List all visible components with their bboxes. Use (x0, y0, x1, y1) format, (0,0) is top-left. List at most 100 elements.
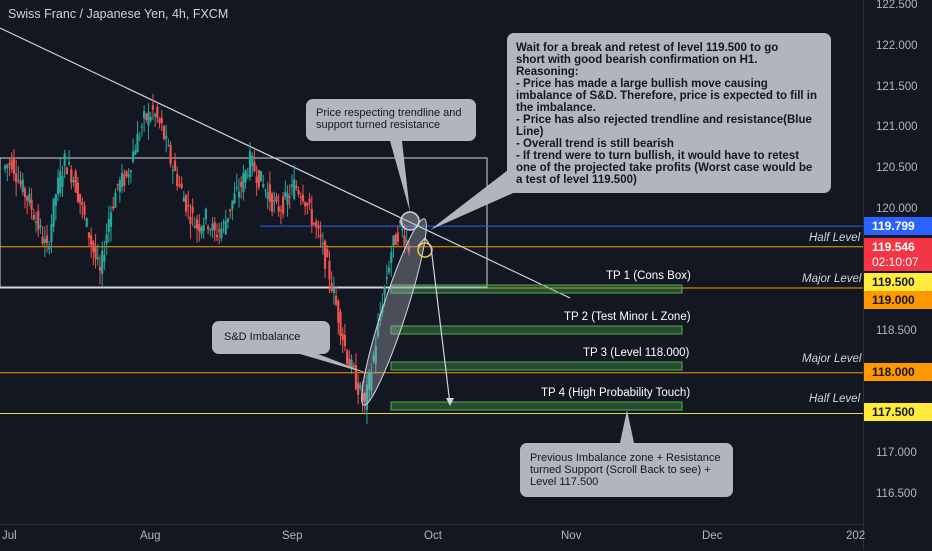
candle-body (308, 198, 311, 203)
candle-body (202, 224, 205, 232)
candle-body (90, 235, 93, 245)
candle-body (147, 111, 150, 126)
candle-body (295, 185, 298, 189)
note-line: Level 117.500 (530, 476, 599, 488)
tp-zone-1 (390, 284, 683, 294)
candle-body (21, 179, 24, 193)
candle-body (253, 162, 256, 172)
candle-body (286, 193, 289, 205)
imbalance-note-pointer (300, 354, 372, 375)
projection-arrowhead (446, 398, 454, 406)
candle-body (116, 184, 119, 186)
candle-body (211, 223, 214, 230)
candle-body (231, 200, 234, 209)
level-label-half-bottom: Half Level (809, 393, 861, 405)
candle-body (220, 228, 223, 239)
note-line: Reasoning: (516, 66, 579, 78)
candle-body (259, 171, 263, 182)
candle-body (359, 384, 362, 389)
candle-body (30, 199, 33, 210)
note-line: Previous Imbalance zone + Resistance (530, 452, 721, 464)
candle-body (160, 117, 163, 124)
candle-body (361, 392, 364, 401)
price-badge: 118.000 (864, 363, 932, 381)
imbalance-note[interactable]: S&D Imbalance (212, 321, 330, 354)
candle-body (114, 192, 117, 208)
candle-body (96, 257, 99, 260)
price-badge: 02:10:07 (864, 253, 932, 271)
candle-body (79, 193, 82, 204)
analysis-note[interactable]: Wait for a break and retest of level 119… (507, 33, 831, 193)
candle-body (45, 235, 49, 244)
candle-body (158, 118, 161, 123)
retest-circle (400, 211, 420, 231)
candle-body (136, 133, 139, 153)
price-tick: 116.500 (876, 488, 917, 500)
candle-body (319, 234, 322, 238)
candle-body (403, 235, 406, 246)
price-tick: 122.500 (876, 0, 918, 11)
candle-body (365, 384, 369, 410)
note-line: Line) (516, 126, 544, 138)
candle-body (357, 382, 360, 395)
trendline-note[interactable]: Price respecting trendline and support t… (306, 99, 476, 141)
candle-body (328, 260, 331, 280)
candle-body (368, 372, 371, 390)
candle-body (282, 196, 285, 214)
candle-body (63, 153, 66, 166)
candle-body (306, 203, 309, 206)
candle-body (262, 183, 265, 187)
candle-body (15, 173, 18, 183)
candle-body (195, 219, 199, 229)
candle-body (43, 238, 46, 243)
tp-zone-2 (390, 325, 683, 335)
candle-body (350, 359, 353, 369)
candle-body (162, 126, 166, 139)
candle-body (315, 221, 318, 227)
candle-body (131, 151, 135, 162)
analysis-note-pointer (430, 170, 520, 230)
candle-body (270, 193, 274, 212)
trendline (0, 27, 571, 299)
time-tick: Dec (702, 530, 723, 542)
candle-body (12, 157, 16, 174)
time-tick: Aug (140, 530, 161, 542)
candle-body (407, 246, 410, 252)
support-note-pointer (620, 410, 634, 443)
candle-body (317, 225, 320, 229)
candle-body (321, 242, 324, 245)
price-badge: 119.500 (864, 273, 932, 291)
note-line: Wait for a break and retest of level 119… (516, 42, 779, 54)
candle-body (56, 177, 60, 195)
candle-body (32, 215, 35, 220)
candle-body (312, 223, 316, 225)
candle-body (288, 196, 291, 198)
candle-body (330, 283, 333, 291)
note-line: S&D Imbalance (224, 331, 301, 343)
tp-zone-4 (390, 401, 683, 411)
candle-body (169, 144, 172, 165)
candle-body (65, 167, 68, 175)
candle-body (244, 170, 247, 183)
candle-body (341, 333, 344, 340)
price-badge: 119.799 (864, 217, 932, 235)
candle-body (154, 114, 157, 117)
candle-body (173, 160, 177, 171)
level-label-half-top: Half Level (809, 232, 861, 244)
candle-body (229, 209, 232, 212)
candle-body (354, 365, 358, 390)
candle-body (140, 126, 144, 128)
candle-body (178, 184, 181, 186)
support-note[interactable]: Previous Imbalance zone + Resistance tur… (520, 443, 733, 497)
level-label-major-bottom: Major Level (802, 353, 862, 365)
time-axis[interactable] (0, 524, 863, 551)
candle-body (138, 136, 141, 138)
candle-body (103, 255, 106, 262)
candle-body (17, 180, 20, 182)
candle-body (189, 216, 192, 224)
candle-body (143, 110, 146, 119)
candle-body (28, 193, 31, 203)
candle-body (224, 220, 227, 235)
candle-body (248, 151, 252, 178)
